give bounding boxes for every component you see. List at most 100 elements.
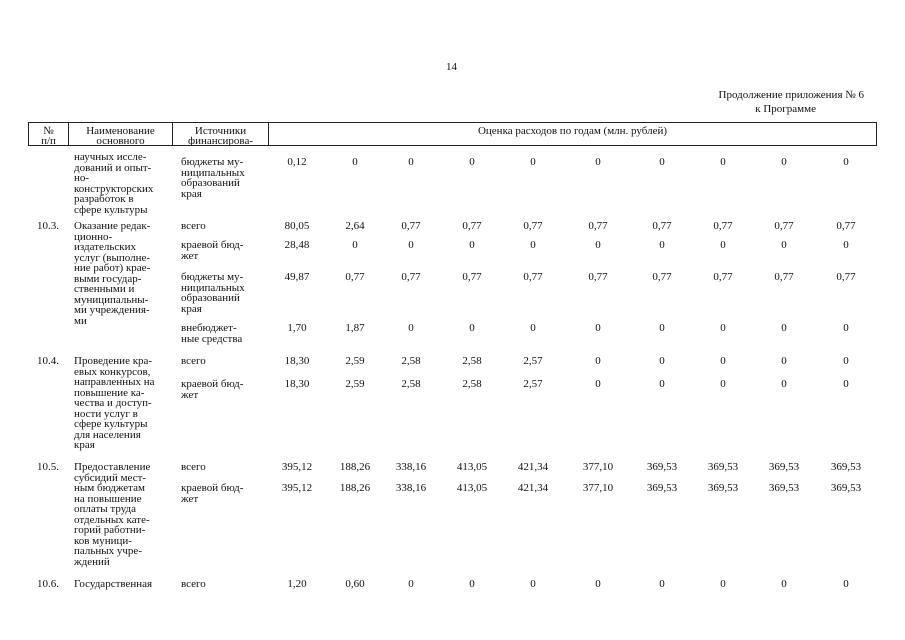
cost-value: 0,77 <box>774 220 794 232</box>
row-name: повышение ка- <box>74 386 145 399</box>
row-name: направленных на <box>74 376 155 388</box>
row-name: ционно- <box>74 230 113 243</box>
cost-value: 0 <box>408 322 414 334</box>
header-cell: Источники финансирова- <box>172 122 269 146</box>
cost-value: 0 <box>595 578 601 590</box>
cost-value: 0,77 <box>836 220 856 232</box>
header-text: основного <box>96 135 145 146</box>
cost-value: 369,53 <box>830 482 862 494</box>
cost-value: 0,77 <box>713 220 733 232</box>
cost-value: 0 <box>469 156 475 168</box>
row-name: ственными и <box>74 283 135 295</box>
cost-value: 369,53 <box>707 461 739 473</box>
cost-value: 2,58 <box>462 378 482 390</box>
cost-value: 0,77 <box>523 220 543 232</box>
row-number: 10.5. <box>37 461 59 473</box>
row-name: ности услуг в <box>74 407 138 420</box>
cost-value: 18,30 <box>284 355 310 367</box>
cost-value: 0 <box>469 578 475 590</box>
cost-value: 413,05 <box>456 461 488 473</box>
cost-value: 0 <box>720 322 726 334</box>
source-label: ные средства <box>181 332 243 345</box>
cost-value: 0 <box>530 156 536 168</box>
row-name: на повышение <box>74 492 142 505</box>
row-name: Государственная <box>74 578 153 590</box>
cost-value: 0 <box>843 578 849 590</box>
cost-value: 338,16 <box>395 482 427 494</box>
cost-value: 2,58 <box>401 355 421 367</box>
cost-value: 0 <box>781 156 787 168</box>
cost-value: 0 <box>659 156 665 168</box>
row-name: сфере культуры <box>74 203 148 216</box>
row-number: 10.3. <box>37 220 59 232</box>
cost-value: 369,53 <box>707 482 739 494</box>
row-name: выми государ- <box>74 272 142 285</box>
cost-value: 2,59 <box>345 378 365 390</box>
row-name: для населения <box>74 428 141 441</box>
row-name: услуг (выполне- <box>74 251 151 264</box>
row-name: отдельных кате- <box>74 513 150 526</box>
cost-value: 338,16 <box>395 461 427 473</box>
cost-value: 0 <box>781 355 787 367</box>
row-name: пальных учре- <box>74 545 142 557</box>
cost-value: 0,77 <box>588 220 608 232</box>
cost-value: 0,77 <box>652 220 672 232</box>
row-name: ние работ) крае- <box>74 262 151 274</box>
cost-value: 1,20 <box>287 578 307 590</box>
cost-value: 0 <box>530 322 536 334</box>
row-name: ми учреждения- <box>74 304 150 316</box>
row-name: оплаты труда <box>74 503 137 515</box>
header-text: финансирова- <box>187 135 254 146</box>
header-text: Наименование <box>86 125 155 137</box>
page-number: 14 <box>446 61 457 73</box>
cost-value: 28,48 <box>284 239 310 251</box>
source-label: жет <box>181 492 199 505</box>
row-name: края <box>74 439 95 451</box>
row-name: конструкторских <box>74 182 154 195</box>
header-cell: Наименование основного <box>68 122 173 146</box>
row-name: издательских <box>74 241 137 253</box>
row-number: 10.6. <box>37 578 59 590</box>
source-label: ниципальных <box>181 281 245 294</box>
header-text: п/п <box>41 135 56 146</box>
row-name: ков муници- <box>74 534 132 547</box>
cost-value: 0,77 <box>523 271 543 283</box>
cost-value: 80,05 <box>284 220 310 232</box>
row-name: научных иссле- <box>74 151 147 163</box>
header-cell: № п/п <box>28 122 69 146</box>
cost-value: 1,87 <box>345 322 365 334</box>
cost-value: 0 <box>659 355 665 367</box>
source-label: всего <box>181 220 206 232</box>
cost-value: 2,59 <box>345 355 365 367</box>
cost-value: 0 <box>720 156 726 168</box>
source-label: бюджеты му- <box>181 271 244 283</box>
cost-value: 0 <box>595 322 601 334</box>
cost-value: 0,77 <box>345 271 365 283</box>
cost-value: 18,30 <box>284 378 310 390</box>
cost-value: 413,05 <box>456 482 488 494</box>
cost-value: 2,64 <box>345 220 365 232</box>
cost-value: 395,12 <box>281 482 313 494</box>
source-label: ниципальных <box>181 166 245 179</box>
cost-value: 0 <box>843 156 849 168</box>
cost-value: 0 <box>469 322 475 334</box>
cost-value: 0,77 <box>774 271 794 283</box>
cost-value: 377,10 <box>582 461 614 473</box>
cost-value: 369,53 <box>646 482 678 494</box>
source-label: края <box>181 187 202 200</box>
cost-value: 0 <box>595 156 601 168</box>
row-name: ми <box>74 314 87 327</box>
cost-value: 0 <box>843 322 849 334</box>
row-name: чества и доступ- <box>74 397 152 409</box>
source-label: краевой бюд- <box>181 239 244 251</box>
cost-value: 369,53 <box>830 461 862 473</box>
cost-value: 188,26 <box>339 461 371 473</box>
cost-value: 0 <box>408 156 414 168</box>
cost-value: 0 <box>781 239 787 251</box>
cost-value: 0 <box>408 578 414 590</box>
cost-value: 188,26 <box>339 482 371 494</box>
row-name: субсидий мест- <box>74 471 147 484</box>
header-text: Оценка расходов по годам (млн. рублей) <box>477 125 668 137</box>
cost-value: 0 <box>659 239 665 251</box>
header-text: № <box>43 125 54 137</box>
